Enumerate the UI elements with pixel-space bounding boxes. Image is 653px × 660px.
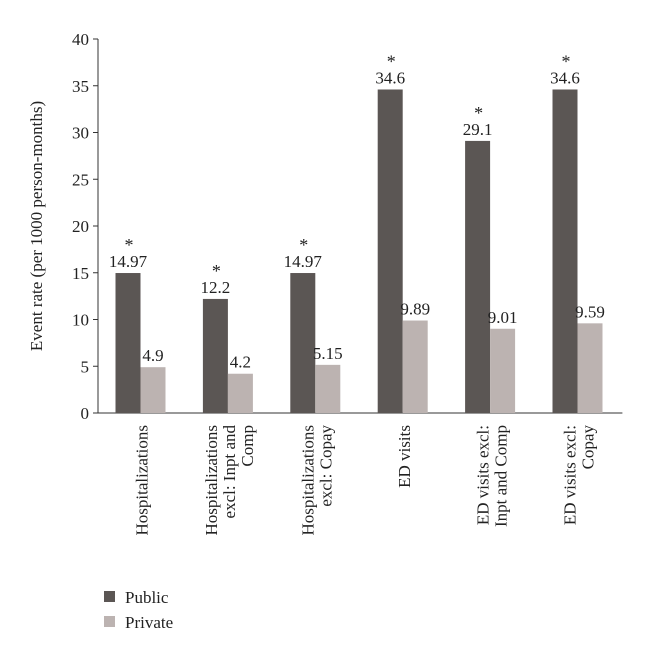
category-label-1-0: Hospitalizations (202, 425, 221, 535)
data-label-public-0: 14.97 (109, 252, 148, 271)
data-label-private-3: 9.89 (400, 300, 430, 319)
data-label-public-3: 34.6 (375, 68, 405, 87)
significance-marker-3: * (387, 51, 396, 71)
bar-private-1 (227, 373, 253, 413)
data-label-private-4: 9.01 (488, 308, 518, 327)
legend: Public Private (104, 588, 173, 632)
bar-public-3 (377, 89, 403, 414)
y-tick-label: 35 (72, 77, 89, 96)
data-labels: 14.97*12.2* 14.97*34.6*29.1*34.6*4.9 4.2 5.… (109, 51, 605, 371)
bar-public-1 (202, 298, 228, 413)
significance-marker-4: * (474, 103, 483, 123)
data-label-public-1: 12.2 (201, 278, 231, 297)
y-axis: 0 5 10 15 20 25 30 35 40 (72, 30, 623, 423)
bar-private-2 (315, 364, 341, 413)
x-axis-categories: Hospitalizations Hospitalizations excl: In… (133, 425, 598, 536)
bar-public-4 (465, 140, 491, 414)
significance-marker-2: * (299, 235, 308, 255)
data-label-private-2: 5.15 (313, 344, 343, 363)
y-tick-label: 5 (81, 357, 90, 376)
data-label-private-5: 9.59 (575, 302, 605, 321)
category-label-1-1: excl: Inpt and (220, 425, 239, 519)
data-label-private-1: 4.2 (230, 353, 251, 372)
y-tick-label: 0 (81, 404, 90, 423)
data-label-public-2: 14.97 (284, 252, 323, 271)
y-tick-label: 15 (72, 264, 89, 283)
category-label-4-0: ED visits excl: (473, 425, 492, 525)
category-label-5-1: Copay (579, 425, 598, 470)
y-tick-label: 10 (72, 311, 89, 330)
significance-marker-0: * (125, 235, 134, 255)
legend-swatch-private (104, 616, 115, 627)
bar-public-5 (552, 89, 578, 414)
category-label-2-1: excl: Copay (317, 425, 336, 507)
category-label-2-0: Hospitalizations (299, 425, 318, 535)
bar-private-0 (140, 367, 166, 413)
data-label-public-5: 34.6 (550, 68, 580, 87)
significance-marker-5: * (562, 51, 571, 71)
bar-public-0 (115, 273, 141, 413)
category-label-3-0: ED visits (395, 425, 414, 488)
category-label-1-2: Comp (238, 425, 257, 467)
y-tick-label: 20 (72, 217, 89, 236)
category-label-5-0: ED visits excl: (561, 425, 580, 525)
legend-swatch-public (104, 591, 115, 602)
y-tick-label: 25 (72, 170, 89, 189)
data-label-private-0: 4.9 (142, 346, 163, 365)
y-axis-title: Event rate (per 1000 person-months) (27, 101, 46, 351)
category-label-0-0: Hospitalizations (133, 425, 152, 535)
y-tick-label: 30 (72, 124, 89, 143)
bar-private-4 (490, 328, 516, 413)
legend-label-private: Private (125, 613, 173, 632)
significance-marker-1: * (212, 261, 221, 281)
bar-private-3 (402, 320, 428, 413)
category-label-4-1: Inpt and Comp (491, 425, 510, 527)
legend-label-public: Public (125, 588, 169, 607)
bar-private-5 (577, 323, 603, 413)
y-tick-label: 40 (72, 30, 89, 49)
bar-public-2 (290, 273, 316, 413)
bars (115, 89, 603, 414)
data-label-public-4: 29.1 (463, 120, 493, 139)
